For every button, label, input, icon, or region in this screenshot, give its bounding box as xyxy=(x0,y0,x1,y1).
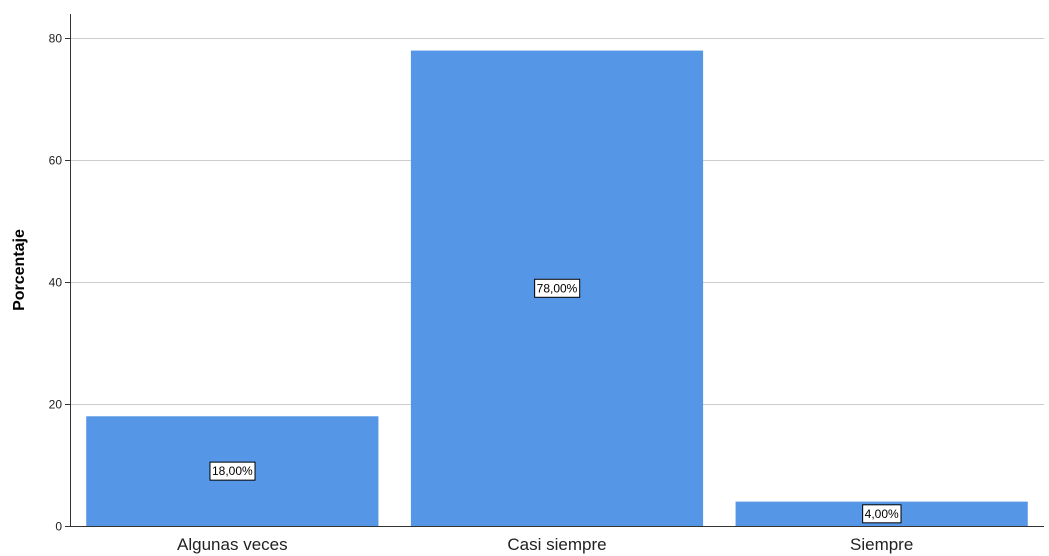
data-label-group: 78,00% xyxy=(534,278,581,298)
axes: 0 20 40 60 80 Algunas veces Casi siempre Siempr… xyxy=(49,14,1044,554)
data-label-box xyxy=(209,461,256,481)
y-tick-label: 40 xyxy=(49,276,63,290)
y-tick-label: 0 xyxy=(55,520,62,534)
data-label-group: 4,00% xyxy=(862,504,902,524)
data-label-group: 18,00% xyxy=(209,461,256,481)
data-label: 18,00% xyxy=(212,464,253,478)
data-labels: 18,00% 78,00% 4,00% xyxy=(209,278,902,524)
data-label-box xyxy=(534,278,581,298)
data-label: 78,00% xyxy=(537,281,578,295)
data-label: 4,00% xyxy=(865,507,899,521)
y-axis-title: Porcentaje xyxy=(11,229,28,311)
y-tick-label: 60 xyxy=(49,154,63,168)
data-label-box xyxy=(862,504,902,524)
y-tick-label: 20 xyxy=(49,398,63,412)
x-tick-label: Casi siempre xyxy=(507,535,606,554)
y-tick-label: 80 xyxy=(49,32,63,46)
x-tick-label: Algunas veces xyxy=(177,535,288,554)
x-tick-label: Siempre xyxy=(850,535,913,554)
